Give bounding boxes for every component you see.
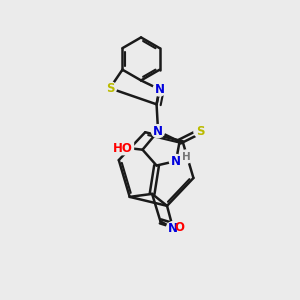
Text: HO: HO — [113, 142, 133, 155]
Circle shape — [169, 154, 182, 168]
Circle shape — [180, 150, 193, 163]
Circle shape — [167, 222, 180, 235]
Text: S: S — [196, 125, 205, 138]
Circle shape — [103, 82, 116, 95]
FancyBboxPatch shape — [112, 141, 134, 155]
Text: N: N — [171, 154, 181, 167]
Text: O: O — [175, 221, 185, 234]
Circle shape — [152, 124, 165, 138]
Text: S: S — [106, 82, 114, 95]
Text: N: N — [154, 83, 165, 96]
Text: H: H — [182, 152, 191, 162]
Circle shape — [153, 83, 166, 96]
Text: N: N — [168, 222, 178, 235]
Text: N: N — [153, 125, 163, 138]
Circle shape — [173, 221, 186, 234]
Circle shape — [194, 124, 207, 138]
